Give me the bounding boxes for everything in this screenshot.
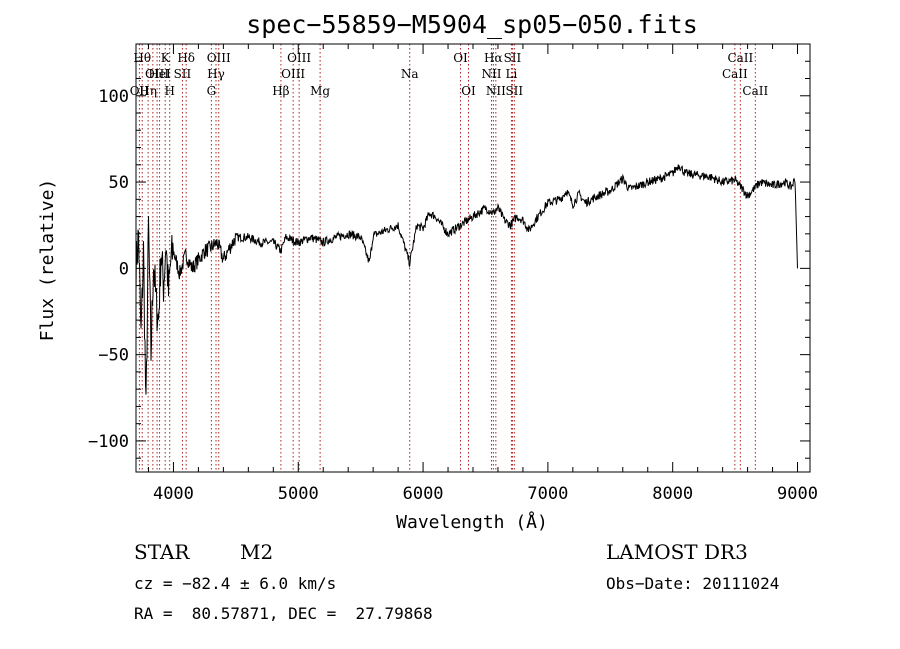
- emission-line-label: Hα: [484, 51, 503, 65]
- y-tick-label: −50: [98, 346, 129, 366]
- emission-line-label: OIII: [287, 51, 311, 65]
- x-tick-label: 6000: [403, 484, 444, 504]
- emission-line-label: Na: [401, 67, 419, 81]
- x-tick-label: 9000: [777, 484, 818, 504]
- flux-series-line: [135, 164, 798, 395]
- emission-line-label: Hβ: [272, 84, 289, 98]
- x-axis-label: Wavelength (Å): [396, 511, 548, 533]
- emission-line-label: Hη: [139, 84, 157, 98]
- survey-name: LAMOST DR3: [606, 540, 748, 564]
- emission-line-label: Mg: [310, 84, 330, 98]
- x-tick-label: 8000: [652, 484, 693, 504]
- emission-line-label: K: [161, 51, 171, 65]
- y-axis-label: Flux (relative): [37, 179, 58, 342]
- x-tick-label: 4000: [153, 484, 194, 504]
- emission-line-label: NII: [486, 84, 506, 98]
- chart-title: spec−55859−M5904_sp05−050.fits: [246, 10, 698, 39]
- emission-line-label: Hγ: [207, 67, 225, 81]
- emission-line-markers: [138, 44, 756, 472]
- x-tick-label: 5000: [278, 484, 319, 504]
- emission-line-label: CaII: [722, 67, 748, 81]
- redshift-value: cz = −82.4 ± 6.0 km/s: [134, 574, 337, 593]
- emission-line-label: G: [207, 84, 217, 98]
- ra-dec-value: RA = 80.57871, DEC = 27.79868: [134, 604, 433, 623]
- y-tick-label: 50: [109, 173, 129, 193]
- emission-line-label: H: [164, 84, 174, 98]
- plot-frame: [135, 43, 811, 473]
- y-tick-label: 0: [119, 259, 129, 279]
- y-axis: −100 −50 0 50 100: [88, 60, 810, 459]
- object-subclass: M2: [240, 540, 274, 564]
- emission-line-label: Hδ: [177, 51, 195, 65]
- object-class: STAR: [134, 540, 190, 564]
- emission-line-label: HeI: [148, 67, 171, 81]
- y-tick-label: 100: [98, 87, 129, 107]
- emission-line-label: OI: [453, 51, 468, 65]
- emission-line-label: OIII: [281, 67, 305, 81]
- emission-line-label: CaII: [742, 84, 768, 98]
- emission-line-label: OI: [461, 84, 476, 98]
- emission-line-label: OIII: [145, 67, 169, 81]
- emission-line-label: SII: [504, 51, 522, 65]
- emission-line-label: OIII: [207, 51, 231, 65]
- emission-line-label: SII: [174, 67, 192, 81]
- y-tick-label: −100: [88, 432, 129, 452]
- emission-line-label: Li: [506, 67, 518, 81]
- emission-line-label: NII: [481, 67, 501, 81]
- x-axis: 4000 5000 6000 7000 8000 9000: [147, 44, 818, 504]
- observation-date: Obs−Date: 20111024: [606, 574, 780, 593]
- x-tick-label: 7000: [527, 484, 568, 504]
- emission-line-label: CaII: [727, 51, 753, 65]
- emission-line-labels: OIIHθHηOIIIHeIKHSIIHδGHγOIIIHβOIIIOIIIMg…: [130, 51, 769, 98]
- emission-line-label: OII: [130, 84, 150, 98]
- emission-line-label: SII: [505, 84, 523, 98]
